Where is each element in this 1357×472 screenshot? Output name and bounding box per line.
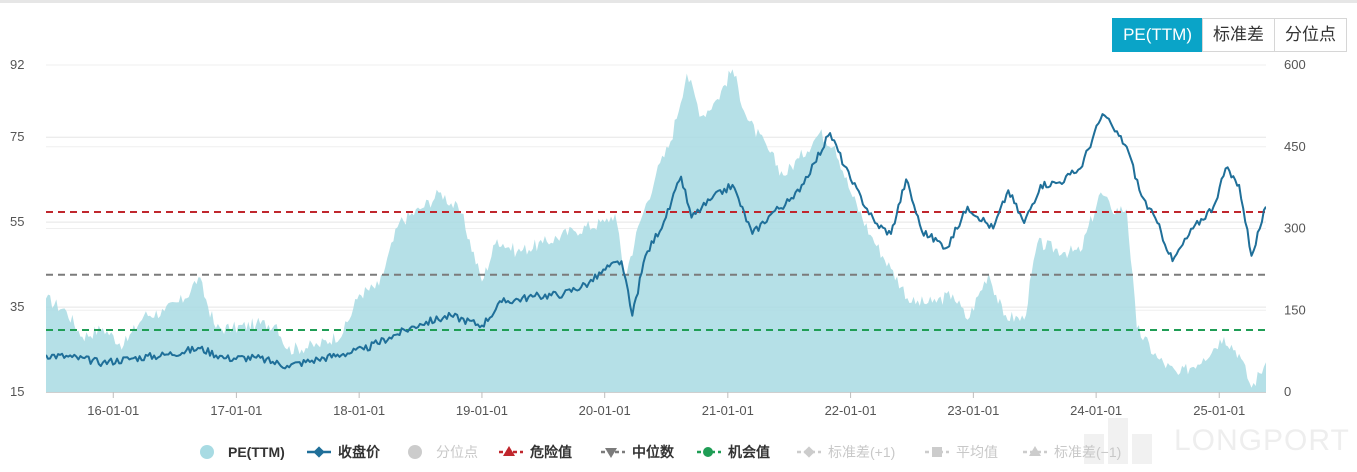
longport-logo-icon xyxy=(1084,418,1152,464)
close-price-line xyxy=(46,113,1266,370)
legend-opportunity[interactable]: 机会值 xyxy=(696,440,770,464)
legend-label: 机会值 xyxy=(728,444,770,460)
x-tick-label: 20-01-01 xyxy=(579,403,631,418)
legend-pe-ttm[interactable]: PE(TTM) xyxy=(196,440,285,464)
pe-ttm-area xyxy=(46,69,1266,392)
legend-grey-triangle-icon xyxy=(1022,442,1048,462)
legend-std-plus[interactable]: 标准差(+1) xyxy=(796,440,895,464)
tab-std-dev[interactable]: 标准差 xyxy=(1202,18,1275,52)
x-tick-label: 24-01-01 xyxy=(1070,403,1122,418)
y-right-tick-label: 450 xyxy=(1284,139,1306,154)
chart-legend: PE(TTM) 收盘价 分位点 危险值 中位数 机会值 标准差(+1) 平均值 … xyxy=(0,440,1357,464)
y-right-tick-label: 150 xyxy=(1284,302,1306,317)
pe-area-layer xyxy=(46,69,1266,392)
legend-label: 平均值 xyxy=(956,444,998,460)
longport-watermark: LONGPORT xyxy=(1074,416,1349,466)
y-left-tick-label: 75 xyxy=(10,129,24,144)
top-divider xyxy=(0,0,1357,3)
legend-std-minus[interactable]: 标准差(−1) xyxy=(1022,440,1121,464)
x-tick-label: 23-01-01 xyxy=(947,403,999,418)
legend-green-circle-icon xyxy=(696,442,722,462)
x-tick-label: 21-01-01 xyxy=(702,403,754,418)
y-right-tick-label: 600 xyxy=(1284,57,1306,72)
watermark-text: LONGPORT xyxy=(1174,424,1350,457)
metric-tabs: PE(TTM) 标准差 分位点 xyxy=(1112,18,1347,52)
legend-diamond-line-icon xyxy=(306,442,332,462)
legend-percentile[interactable]: 分位点 xyxy=(404,440,478,464)
y-right-tick-label: 0 xyxy=(1284,384,1291,399)
legend-average[interactable]: 平均值 xyxy=(924,440,998,464)
legend-grey-diamond-icon xyxy=(796,442,822,462)
legend-median[interactable]: 中位数 xyxy=(600,440,674,464)
legend-grey-square-icon xyxy=(924,442,950,462)
y-left-tick-label: 35 xyxy=(10,299,24,314)
x-tick-label: 18-01-01 xyxy=(333,403,385,418)
y-left-tick-label: 55 xyxy=(10,214,24,229)
tab-percentile[interactable]: 分位点 xyxy=(1274,18,1347,52)
x-tick-label: 19-01-01 xyxy=(456,403,508,418)
x-tick-label: 16-01-01 xyxy=(87,403,139,418)
legend-close-price[interactable]: 收盘价 xyxy=(306,440,380,464)
legend-label: 中位数 xyxy=(632,444,674,460)
legend-triangle-down-icon xyxy=(600,442,626,462)
legend-label: 标准差(−1) xyxy=(1054,444,1122,460)
legend-grey-circle-icon xyxy=(404,442,430,462)
legend-label: 分位点 xyxy=(436,444,478,460)
tab-pe-ttm[interactable]: PE(TTM) xyxy=(1112,18,1203,52)
legend-danger[interactable]: 危险值 xyxy=(498,440,572,464)
x-tick-label: 25-01-01 xyxy=(1193,403,1245,418)
legend-label: 危险值 xyxy=(530,444,572,460)
axes: 16-01-01 17-01-01 18-01-01 19-01-01 20-01-01… xyxy=(10,57,1306,418)
y-right-tick-label: 300 xyxy=(1284,221,1306,236)
legend-label: 标准差(+1) xyxy=(828,444,896,460)
y-left-tick-label: 15 xyxy=(10,384,24,399)
x-tick-label: 17-01-01 xyxy=(210,403,262,418)
legend-label: 收盘价 xyxy=(338,444,380,460)
legend-label: PE(TTM) xyxy=(228,444,285,460)
legend-pe-circle-icon xyxy=(196,442,222,462)
price-line-layer xyxy=(46,113,1266,370)
y-left-tick-label: 92 xyxy=(10,57,24,72)
x-tick-label: 22-01-01 xyxy=(825,403,877,418)
legend-triangle-up-icon xyxy=(498,442,524,462)
